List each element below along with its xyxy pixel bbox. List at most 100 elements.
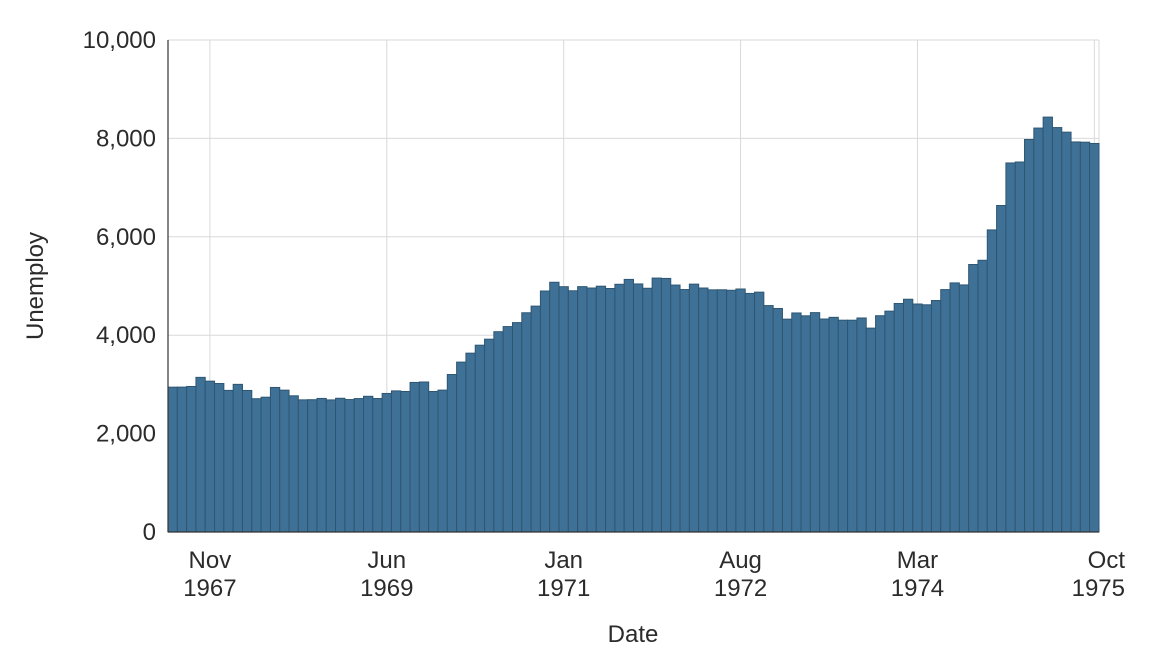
- x-tick-label-month: Mar: [897, 547, 938, 574]
- bar: [1042, 116, 1053, 533]
- bar: [567, 290, 579, 533]
- bar: [167, 386, 178, 533]
- bar: [428, 390, 439, 533]
- bar: [996, 205, 1007, 533]
- bar: [251, 398, 262, 533]
- bar: [828, 316, 839, 533]
- bar: [670, 284, 681, 533]
- bar: [633, 283, 644, 533]
- bar: [735, 288, 746, 533]
- bar: [716, 289, 728, 533]
- bar: [791, 312, 802, 533]
- bar: [642, 287, 653, 533]
- y-tick-label: 10,000: [83, 27, 156, 54]
- bar: [949, 282, 960, 533]
- bar: [781, 318, 793, 533]
- bar: [502, 326, 513, 533]
- bar: [930, 300, 942, 533]
- bar: [186, 385, 197, 533]
- x-tick-label-year: 1967: [183, 575, 236, 602]
- bar: [1014, 161, 1026, 533]
- x-tick-label-month: Jan: [544, 547, 583, 574]
- bar: [325, 399, 337, 533]
- bar: [1033, 127, 1044, 533]
- bar: [772, 307, 783, 533]
- y-tick-label: 2,000: [96, 421, 156, 448]
- bar: [1089, 142, 1100, 533]
- bar: [232, 383, 243, 533]
- x-tick-label-month: Nov: [189, 547, 232, 574]
- bar: [297, 399, 309, 533]
- bar: [698, 287, 709, 533]
- bar: [446, 374, 458, 533]
- bar: [223, 389, 234, 533]
- bar: [986, 229, 998, 533]
- bar: [381, 392, 392, 533]
- bar: [977, 259, 988, 533]
- bar: [744, 292, 756, 533]
- bar: [474, 344, 486, 533]
- bar: [1061, 131, 1072, 533]
- x-tick-label-year: 1969: [360, 575, 413, 602]
- bar: [754, 291, 765, 533]
- bar: [819, 318, 830, 533]
- bar: [493, 331, 504, 533]
- bar: [260, 396, 271, 533]
- bar: [856, 317, 867, 533]
- bar: [837, 319, 849, 533]
- bar: [847, 319, 858, 533]
- bar: [605, 288, 616, 533]
- bar: [335, 397, 346, 533]
- x-tick-label-month: Jun: [367, 547, 406, 574]
- bar: [595, 285, 607, 533]
- bar: [363, 395, 374, 533]
- bar: [465, 352, 476, 533]
- bar: [409, 381, 420, 533]
- bar: [884, 310, 895, 533]
- bar: [902, 298, 914, 533]
- bar: [1051, 127, 1063, 533]
- x-axis-title: Date: [608, 621, 659, 648]
- bar: [204, 380, 216, 533]
- bar: [307, 399, 318, 533]
- bar: [679, 289, 690, 533]
- bar: [651, 277, 662, 533]
- bar: [1005, 162, 1016, 533]
- bar: [875, 315, 886, 533]
- x-tick-label-year: 1971: [537, 575, 590, 602]
- y-tick-labels: 0 2,000 4,000 6,000 8,000 10,000: [83, 27, 156, 546]
- x-tick-label-year: 1974: [891, 575, 944, 602]
- bar: [726, 289, 737, 533]
- bar: [614, 283, 625, 533]
- bar: [437, 389, 448, 533]
- bar: [968, 263, 979, 533]
- bars: [167, 116, 1100, 533]
- bar: [176, 386, 188, 533]
- x-tick-label-month: Oct: [1088, 547, 1126, 574]
- bar: [511, 322, 523, 533]
- bar: [893, 303, 904, 533]
- bar: [809, 312, 821, 533]
- bar: [1024, 138, 1035, 533]
- bar: [763, 305, 774, 533]
- bar: [558, 286, 569, 533]
- y-axis-title: Unemploy: [22, 232, 49, 340]
- bar: [623, 278, 635, 533]
- bar: [586, 287, 597, 533]
- bar: [195, 376, 206, 533]
- bar: [279, 389, 290, 533]
- bar: [390, 390, 402, 533]
- bar: [316, 397, 327, 533]
- bar: [921, 304, 932, 533]
- bar: [400, 390, 411, 533]
- bar: [958, 284, 970, 533]
- bar: [418, 381, 430, 533]
- bar: [372, 398, 383, 533]
- y-tick-label: 0: [143, 519, 156, 546]
- x-tick-label-month: Aug: [719, 547, 762, 574]
- bar: [940, 289, 951, 533]
- bar: [865, 327, 877, 533]
- bar: [1070, 141, 1081, 533]
- bar: [484, 338, 495, 533]
